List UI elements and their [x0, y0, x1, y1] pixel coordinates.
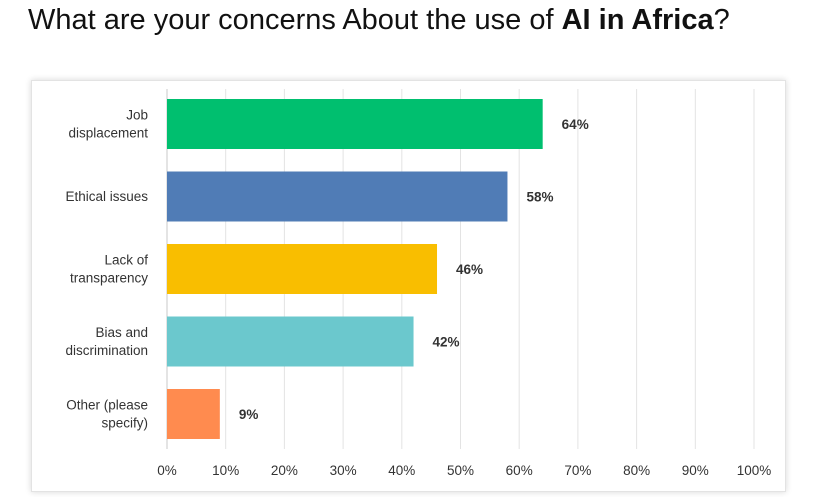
data-label: 58%	[526, 190, 553, 205]
chart-title: What are your concerns About the use of …	[28, 4, 730, 37]
x-tick-label: 60%	[506, 463, 533, 478]
bar	[167, 99, 543, 149]
x-tick-label: 50%	[447, 463, 474, 478]
category-label: Other (please specify)	[66, 398, 148, 431]
data-label: 64%	[562, 117, 589, 132]
x-tick-label: 20%	[271, 463, 298, 478]
category-label: Ethical issues	[65, 189, 148, 204]
x-tick-label: 100%	[737, 463, 772, 478]
bar-chart: 0% 10% 20% 30% 40% 50% 60% 70% 80% 90% 100% Job disp…	[65, 89, 772, 478]
bar	[167, 171, 508, 222]
x-tick-label: 10%	[212, 463, 239, 478]
x-tick-label: 40%	[388, 463, 415, 478]
x-tick-label: 80%	[623, 463, 650, 478]
data-label: 42%	[433, 335, 460, 350]
bar	[167, 389, 220, 439]
x-tick-label: 30%	[330, 463, 357, 478]
x-tick-label: 90%	[682, 463, 709, 478]
bar	[167, 244, 438, 294]
chart-card: 0% 10% 20% 30% 40% 50% 60% 70% 80% 90% 100% Job disp…	[31, 80, 786, 492]
title-suffix: ?	[713, 4, 730, 36]
category-label: Bias and discrimination	[65, 325, 148, 358]
data-label: 9%	[239, 407, 259, 422]
title-bold: AI in Africa	[561, 4, 714, 36]
data-label: 46%	[456, 262, 483, 277]
category-label: Job displacement	[68, 108, 148, 141]
bar	[167, 316, 414, 367]
title-prefix: What are your concerns About the use of	[28, 4, 562, 36]
x-tick-label: 0%	[157, 463, 177, 478]
category-label: Lack of transparency	[70, 253, 148, 286]
x-tick-label: 70%	[564, 463, 591, 478]
